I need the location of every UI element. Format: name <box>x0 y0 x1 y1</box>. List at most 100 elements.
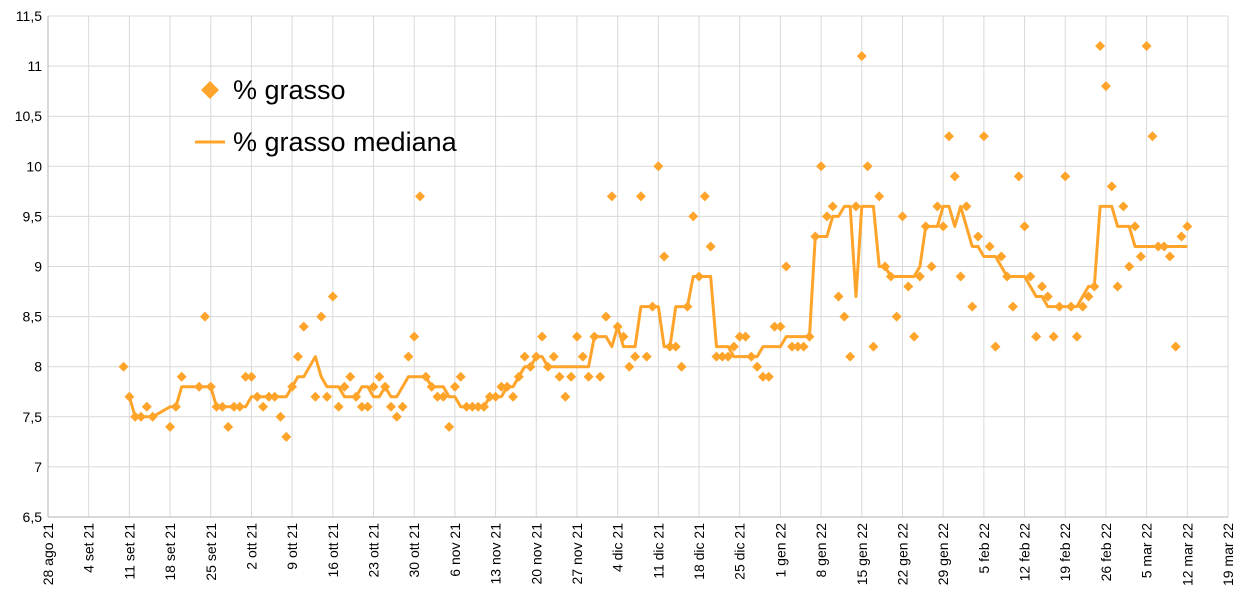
point <box>926 261 937 272</box>
point <box>862 161 873 172</box>
point <box>263 391 274 402</box>
point <box>932 201 943 212</box>
point <box>223 421 234 432</box>
point <box>560 391 571 402</box>
point <box>496 381 507 392</box>
point <box>717 351 728 362</box>
point <box>1083 291 1094 302</box>
point <box>746 351 757 362</box>
point <box>984 241 995 252</box>
point <box>217 401 228 412</box>
point <box>461 401 472 412</box>
point <box>136 411 147 422</box>
x-tick-label: 2 ott 21 <box>243 523 259 570</box>
y-tick-label: 7 <box>34 459 42 475</box>
point <box>298 321 309 332</box>
point <box>356 401 367 412</box>
point <box>635 191 646 202</box>
x-tick-label: 27 nov 21 <box>569 523 585 585</box>
point <box>1060 171 1071 182</box>
x-tick-label: 15 gen 22 <box>854 523 870 585</box>
x-tick-label: 11 set 21 <box>121 523 137 580</box>
point <box>455 371 466 382</box>
x-tick-label: 5 feb 22 <box>976 523 992 574</box>
y-tick-label: 11 <box>27 58 42 74</box>
point <box>961 201 972 212</box>
point <box>868 341 879 352</box>
x-tick-label: 9 ott 21 <box>284 523 300 570</box>
point <box>531 351 542 362</box>
point <box>699 191 710 202</box>
point <box>1106 181 1117 192</box>
point <box>734 331 745 342</box>
point <box>827 201 838 212</box>
point <box>612 321 623 332</box>
point <box>508 391 519 402</box>
x-tick-label: 23 ott 21 <box>366 523 382 578</box>
x-tick-label: 4 set 21 <box>81 523 97 573</box>
x-tick-label: 13 nov 21 <box>488 523 504 585</box>
point <box>275 411 286 422</box>
y-tick-label: 7,5 <box>23 409 43 425</box>
point <box>1164 251 1175 262</box>
point <box>920 221 931 232</box>
point <box>542 361 553 372</box>
point <box>1176 231 1187 242</box>
point <box>821 211 832 222</box>
point <box>548 351 559 362</box>
point <box>1019 221 1030 232</box>
x-tick-label: 8 gen 22 <box>813 523 829 578</box>
point <box>351 391 362 402</box>
point <box>176 371 187 382</box>
point <box>676 361 687 372</box>
point <box>1025 271 1036 282</box>
point <box>519 351 530 362</box>
point <box>670 341 681 352</box>
point <box>170 401 181 412</box>
point <box>787 341 798 352</box>
point <box>955 271 966 282</box>
legend-label: % grasso <box>233 75 346 105</box>
point <box>287 381 298 392</box>
point <box>897 211 908 222</box>
point <box>513 371 524 382</box>
x-tick-label: 5 mar 22 <box>1139 523 1155 578</box>
point <box>641 351 652 362</box>
point <box>943 131 954 142</box>
y-tick-label: 9 <box>34 259 42 275</box>
point <box>938 221 949 232</box>
x-tick-label: 18 set 21 <box>162 523 178 581</box>
point <box>798 341 809 352</box>
point <box>630 351 641 362</box>
point <box>856 51 867 62</box>
x-tick-label: 20 nov 21 <box>528 523 544 585</box>
point <box>502 381 513 392</box>
point <box>211 401 222 412</box>
x-tick-label: 25 set 21 <box>203 523 219 581</box>
point <box>845 351 856 362</box>
point <box>385 401 396 412</box>
x-tick-label: 25 dic 21 <box>732 523 748 580</box>
point <box>240 371 251 382</box>
point <box>1135 251 1146 262</box>
point <box>595 371 606 382</box>
point <box>816 161 827 172</box>
point <box>269 391 280 402</box>
point <box>1147 131 1158 142</box>
point <box>368 381 379 392</box>
point <box>891 311 902 322</box>
point <box>601 311 612 322</box>
x-tick-label: 1 gen 22 <box>772 523 788 578</box>
point <box>118 361 129 372</box>
point <box>292 351 303 362</box>
point <box>978 131 989 142</box>
y-tick-label: 9,5 <box>23 208 43 224</box>
point <box>322 391 333 402</box>
x-tick-label: 18 dic 21 <box>691 523 707 580</box>
y-tick-label: 10,5 <box>15 108 42 124</box>
point <box>711 351 722 362</box>
point <box>810 231 821 242</box>
point <box>1036 281 1047 292</box>
point <box>647 301 658 312</box>
